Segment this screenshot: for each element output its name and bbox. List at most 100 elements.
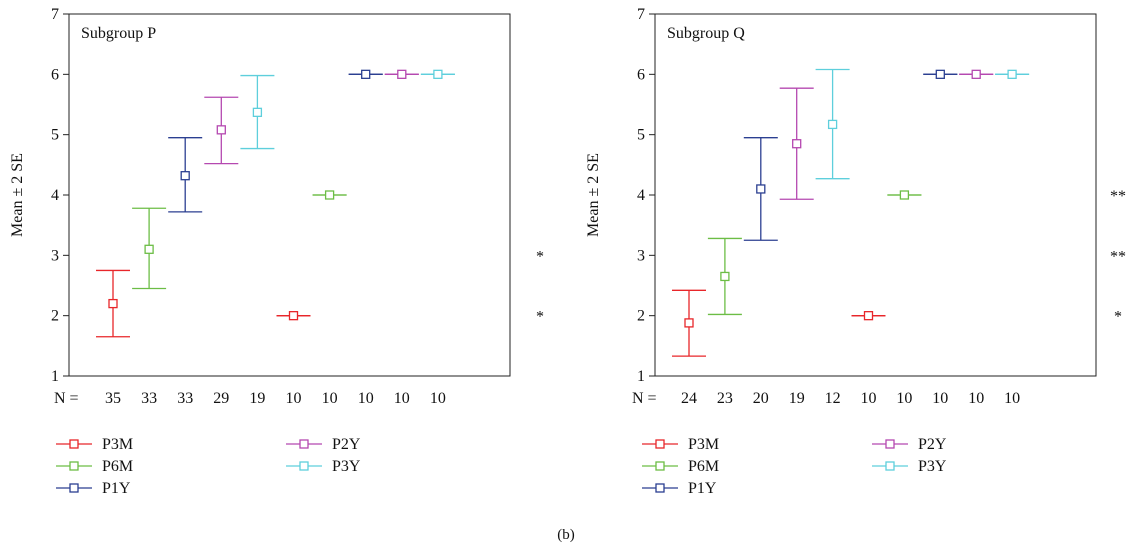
plot-frame <box>68 13 511 377</box>
error-bar-p2y <box>204 96 239 165</box>
n-count: 10 <box>322 390 338 407</box>
legend-swatch-marker <box>885 461 895 471</box>
legend-swatch-marker <box>655 461 665 471</box>
legend-item-p1y: P1Y <box>56 480 131 497</box>
y-tick-label: 7 <box>637 6 645 23</box>
mean-marker <box>899 190 910 200</box>
y-tick-label: 7 <box>51 6 59 23</box>
legend-swatch-marker <box>69 461 79 471</box>
y-tick-label: 5 <box>51 127 59 144</box>
n-count: 20 <box>753 390 769 407</box>
y-axis-label: Mean ± 2 SE <box>9 153 26 237</box>
legend-label: P2Y <box>918 436 947 453</box>
n-count: 33 <box>141 390 157 407</box>
legend-swatch-marker <box>655 483 665 493</box>
legend-item-p2y: P2Y <box>872 436 947 453</box>
error-bar-p3y <box>995 69 1030 79</box>
significance-mark: * <box>536 309 544 326</box>
y-tick-label: 6 <box>51 66 59 83</box>
mean-marker <box>288 311 299 321</box>
legend-item-p3m: P3M <box>642 436 719 453</box>
significance-mark: * <box>536 248 544 265</box>
legend-item-p6m: P6M <box>642 458 719 475</box>
legend-label: P2Y <box>332 436 361 453</box>
legend-label: P3M <box>102 436 133 453</box>
y-tick-label: 4 <box>51 187 59 204</box>
legend-item-p2y: P2Y <box>286 436 361 453</box>
legend-label: P6M <box>688 458 719 475</box>
legend-item-p1y: P1Y <box>642 480 717 497</box>
mean-marker <box>144 244 154 254</box>
significance-mark: ** <box>1110 248 1126 265</box>
error-bar-p3m <box>672 289 706 357</box>
legend-swatch-marker <box>885 439 895 449</box>
mean-marker <box>108 298 118 309</box>
y-tick-label: 6 <box>637 66 645 83</box>
n-label: N = <box>632 390 657 407</box>
mean-marker <box>684 318 694 328</box>
mean-marker <box>935 69 945 79</box>
mean-marker <box>397 69 407 79</box>
n-count: 12 <box>825 390 841 407</box>
error-bar-p3m <box>96 269 130 338</box>
mean-marker <box>971 69 981 79</box>
mean-marker <box>792 139 802 149</box>
legend-label: P3Y <box>332 458 361 475</box>
error-bar-p3y <box>240 74 275 150</box>
mean-marker <box>863 311 874 321</box>
error-bar-p1y <box>168 137 203 213</box>
n-count: 19 <box>249 390 265 407</box>
mean-marker <box>1007 69 1017 79</box>
y-tick-label: 3 <box>637 247 645 264</box>
panel-title: Subgroup P <box>81 25 156 42</box>
mean-marker <box>720 271 730 282</box>
error-bar-p1y <box>743 137 778 241</box>
significance-mark: * <box>1114 309 1122 326</box>
n-count: 10 <box>861 390 877 407</box>
n-count: 10 <box>430 390 446 407</box>
legend-label: P6M <box>102 458 133 475</box>
mean-marker <box>433 69 443 79</box>
legend-swatch-marker <box>655 439 665 449</box>
error-bar-p2y <box>384 69 419 79</box>
y-axis-label: Mean ± 2 SE <box>585 153 602 237</box>
legend: P3M P6M P1Y P2Y P3Y <box>56 436 361 497</box>
figure-label: (b) <box>557 527 575 543</box>
y-tick-label: 2 <box>637 308 645 325</box>
error-bar-p2y <box>779 87 814 200</box>
n-count: 33 <box>177 390 193 407</box>
n-count: 10 <box>394 390 410 407</box>
error-bar-p3m <box>851 311 886 321</box>
n-count: 35 <box>105 390 121 407</box>
legend-item-p3m: P3M <box>56 436 133 453</box>
legend-label: P3Y <box>918 458 947 475</box>
n-count: 10 <box>896 390 912 407</box>
legend-item-p3y: P3Y <box>872 458 947 475</box>
n-label: N = <box>54 390 79 407</box>
error-bar-p6m <box>312 190 347 200</box>
legend-label: P3M <box>688 436 719 453</box>
y-tick-label: 5 <box>637 127 645 144</box>
error-bar-p6m <box>132 207 167 290</box>
error-bar-p3y <box>815 68 850 180</box>
n-count: 10 <box>932 390 948 407</box>
mean-marker <box>827 119 838 130</box>
y-tick-label: 3 <box>51 247 59 264</box>
n-count: 10 <box>358 390 374 407</box>
error-bar-p2y <box>959 69 994 79</box>
legend-label: P1Y <box>688 480 717 497</box>
chart-panel-1: 1 2 3 4 5 6 7 Mean ± 2 SE Subgroup P N = 35 33 33 29 1… <box>9 6 544 497</box>
error-bar-p3m <box>276 311 311 321</box>
legend-swatch-marker <box>69 439 79 449</box>
n-count: 10 <box>968 390 984 407</box>
mean-marker <box>216 125 226 135</box>
legend-label: P1Y <box>102 480 131 497</box>
mean-marker <box>324 190 335 200</box>
error-bar-p1y <box>348 69 383 79</box>
mean-marker <box>361 69 371 79</box>
n-count: 29 <box>213 390 229 407</box>
mean-marker <box>180 171 190 181</box>
y-tick-label: 2 <box>51 308 59 325</box>
